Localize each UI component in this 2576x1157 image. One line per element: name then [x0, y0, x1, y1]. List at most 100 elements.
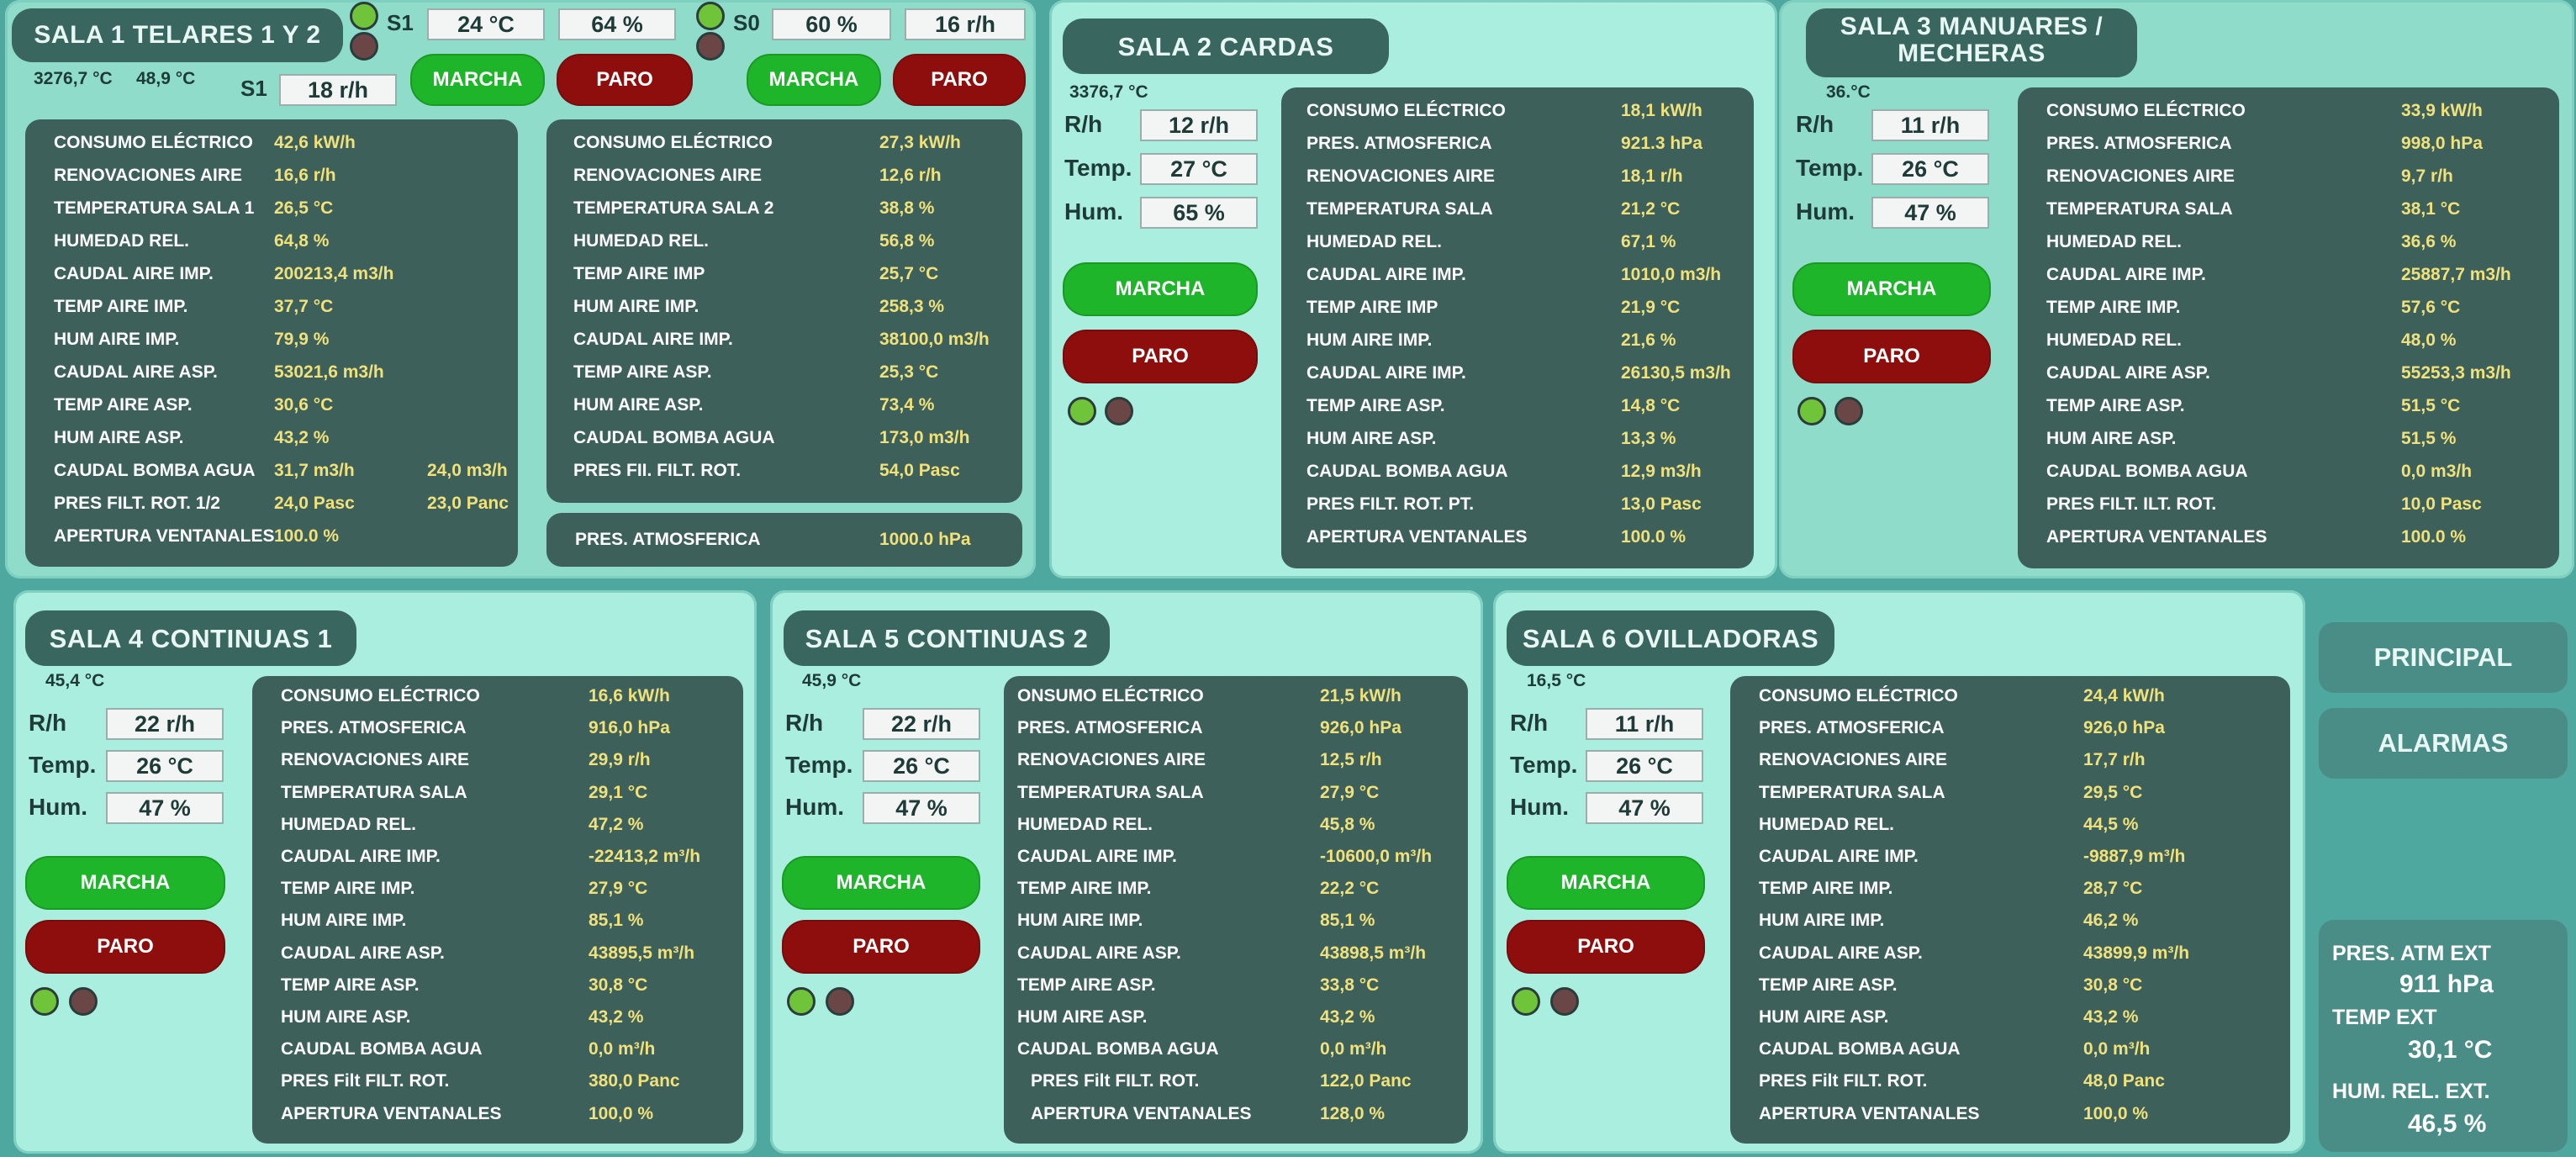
data-row-label: PRES FILT. ROT. 1/2	[54, 494, 220, 513]
sala4-small-value: 45,4 °C	[45, 671, 105, 690]
sala1-s0-marcha-button[interactable]: MARCHA	[747, 54, 881, 106]
data-row-label: CAUDAL AIRE IMP.	[1306, 363, 1466, 383]
data-row: PRES. ATMOSFERICA 926,0 hPa	[1004, 718, 1468, 750]
data-row-value: 21,2 °C	[1621, 199, 1681, 219]
data-row: CAUDAL AIRE IMP. 25887,7 m3/h	[2018, 265, 2559, 297]
data-row-value: -22413,2 m³/h	[589, 847, 701, 866]
sala3-led-on	[1797, 397, 1826, 425]
sala3-temp-field[interactable]: 26 °C	[1871, 153, 1989, 185]
data-row-label: PRES. ATMOSFERICA	[1306, 134, 1492, 153]
data-row-label: HUMEDAD REL.	[1306, 232, 1442, 251]
principal-button[interactable]: PRINCIPAL	[2319, 622, 2568, 693]
sala3-hum-field[interactable]: 47 %	[1871, 197, 1989, 229]
data-row-value: 45,8 %	[1320, 814, 1375, 834]
sala5-paro-button[interactable]: PARO	[782, 920, 980, 974]
sala6-marcha-button[interactable]: MARCHA	[1507, 856, 1705, 910]
sala4-paro-button[interactable]: PARO	[25, 920, 225, 974]
data-row-label: PRES Filt FILT. ROT.	[281, 1071, 450, 1091]
sala1-s1-paro-button[interactable]: PARO	[557, 54, 693, 106]
sala5-temp-field[interactable]: 26 °C	[863, 750, 980, 782]
data-row: RENOVACIONES AIRE 12,5 r/h	[1004, 750, 1468, 782]
sala2-rh-field[interactable]: 12 r/h	[1140, 109, 1258, 141]
sala4-temp-label: Temp.	[29, 752, 97, 778]
data-row-label: TEMPERATURA SALA	[2046, 199, 2233, 219]
sala4-hum-label: Hum.	[29, 794, 87, 820]
sala1-s0-rh-field[interactable]: 16 r/h	[905, 8, 1026, 40]
data-row-value: 48,0 Panc	[2083, 1071, 2165, 1091]
sala1-s1-hum-field[interactable]: 64 %	[558, 8, 676, 40]
sala5-hum-field[interactable]: 47 %	[863, 792, 980, 824]
sala6-rh-label: R/h	[1510, 710, 1549, 736]
data-row-value: 36,6 %	[2401, 232, 2457, 251]
data-row: CAUDAL AIRE ASP. 43899,9 m³/h	[1730, 943, 2290, 975]
data-row: CAUDAL BOMBA AGUA 173,0 m3/h	[546, 428, 1022, 460]
data-row-label: APERTURA VENTANALES	[2046, 527, 2267, 547]
sala6-hum-field[interactable]: 47 %	[1586, 792, 1703, 824]
data-row-label: CAUDAL AIRE IMP.	[1306, 265, 1466, 284]
sala3-rh-label: R/h	[1796, 111, 1834, 137]
sala3-paro-button[interactable]: PARO	[1792, 330, 1991, 383]
sala6-paro-button[interactable]: PARO	[1507, 920, 1705, 974]
data-row-value: 51,5 °C	[2401, 396, 2461, 415]
data-row: HUM AIRE IMP. 79,9 %	[25, 330, 518, 362]
sala5-rh-field[interactable]: 22 r/h	[863, 708, 980, 740]
sala1-s1-marcha-button[interactable]: MARCHA	[410, 54, 545, 106]
data-row-value: 18,1 r/h	[1621, 166, 1683, 186]
sala6-temp-field[interactable]: 26 °C	[1586, 750, 1703, 782]
data-row: CAUDAL AIRE ASP. 53021,6 m3/h	[25, 362, 518, 394]
sala1-s0-paro-button[interactable]: PARO	[893, 54, 1026, 106]
data-row-value: 9,7 r/h	[2401, 166, 2453, 186]
sala3-title-line1: SALA 3 MANUARES /	[1840, 13, 2104, 40]
data-row-value: 10,0 Pasc	[2401, 494, 2482, 514]
sala1-atm-box: PRES. ATMOSFERICA 1000.0 hPa	[546, 513, 1022, 567]
data-row-value: 27,9 °C	[1320, 782, 1380, 802]
sala4-hum-field[interactable]: 47 %	[106, 792, 224, 824]
sala1-s0-led-off	[696, 32, 725, 61]
data-row-value: 27,9 °C	[589, 879, 648, 899]
data-row-value: 0,0 m³/h	[1320, 1039, 1387, 1059]
data-row-value: 926,0 hPa	[1320, 718, 1401, 738]
data-row: PRES Filt FILT. ROT. 48,0 Panc	[1730, 1071, 2290, 1103]
data-row: PRES Filt FILT. ROT. 380,0 Panc	[252, 1071, 743, 1103]
sala3-marcha-button[interactable]: MARCHA	[1792, 262, 1991, 316]
sala3-rh-field[interactable]: 11 r/h	[1871, 109, 1989, 141]
sala6-rh-field[interactable]: 11 r/h	[1586, 708, 1703, 740]
sala4-title: SALA 4 CONTINUAS 1	[25, 610, 356, 666]
data-row-label: TEMP AIRE ASP.	[281, 975, 420, 995]
data-row-label: CAUDAL AIRE ASP.	[1759, 943, 1923, 963]
data-row: TEMPERATURA SALA 27,9 °C	[1004, 783, 1468, 815]
data-row: CAUDAL BOMBA AGUA 0,0 m³/h	[1004, 1039, 1468, 1071]
sala2-marcha-button[interactable]: MARCHA	[1063, 262, 1258, 316]
data-row-label: TEMP AIRE IMP.	[54, 297, 188, 316]
sala4-rh-field[interactable]: 22 r/h	[106, 708, 224, 740]
sala2-led-off	[1105, 397, 1133, 425]
data-row-label: HUM AIRE ASP.	[1306, 429, 1437, 448]
data-row-label: TEMPERATURA SALA	[1306, 199, 1493, 219]
sala1-s1-temp-field[interactable]: 24 °C	[427, 8, 545, 40]
sala2-paro-button[interactable]: PARO	[1063, 330, 1258, 383]
data-row-value: 25887,7 m3/h	[2401, 265, 2511, 284]
data-row-label: CAUDAL AIRE ASP.	[281, 943, 445, 963]
data-row-label: TEMP AIRE IMP.	[1017, 879, 1152, 899]
data-row-label: TEMPERATURA SALA	[1017, 782, 1204, 802]
data-row: APERTURA VENTANALES 100.0 %	[2018, 527, 2559, 559]
sala4-marcha-button[interactable]: MARCHA	[25, 856, 225, 910]
data-row-label: TEMP AIRE IMP.	[2046, 298, 2181, 317]
data-row-label: PRES. ATMOSFERICA	[2046, 134, 2232, 153]
data-row-value: 57,6 °C	[2401, 298, 2461, 317]
data-row: TEMP AIRE IMP. 28,7 °C	[1730, 879, 2290, 911]
sala6-title: SALA 6 OVILLADORAS	[1507, 610, 1834, 666]
sala4-temp-field[interactable]: 26 °C	[106, 750, 224, 782]
sala2-hum-field[interactable]: 65 %	[1140, 197, 1258, 229]
sala5-marcha-button[interactable]: MARCHA	[782, 856, 980, 910]
sala2-temp-field[interactable]: 27 °C	[1140, 153, 1258, 185]
sala1-left-data-box: CONSUMO ELÉCTRICO 42,6 kW/h RENOVACIONES A…	[25, 119, 518, 567]
data-row-value: 200213,4 m3/h	[274, 264, 394, 283]
data-row: TEMP AIRE ASP. 30,8 °C	[1730, 975, 2290, 1007]
data-row-value: 13,3 %	[1621, 429, 1676, 448]
sala1-s1-rh-field[interactable]: 18 r/h	[279, 74, 397, 106]
alarmas-button[interactable]: ALARMAS	[2319, 708, 2568, 779]
sala1-s0-hum-field[interactable]: 60 %	[772, 8, 891, 40]
sala1-s0-led-on	[696, 2, 725, 30]
data-row-label: CAUDAL AIRE IMP.	[54, 264, 214, 283]
